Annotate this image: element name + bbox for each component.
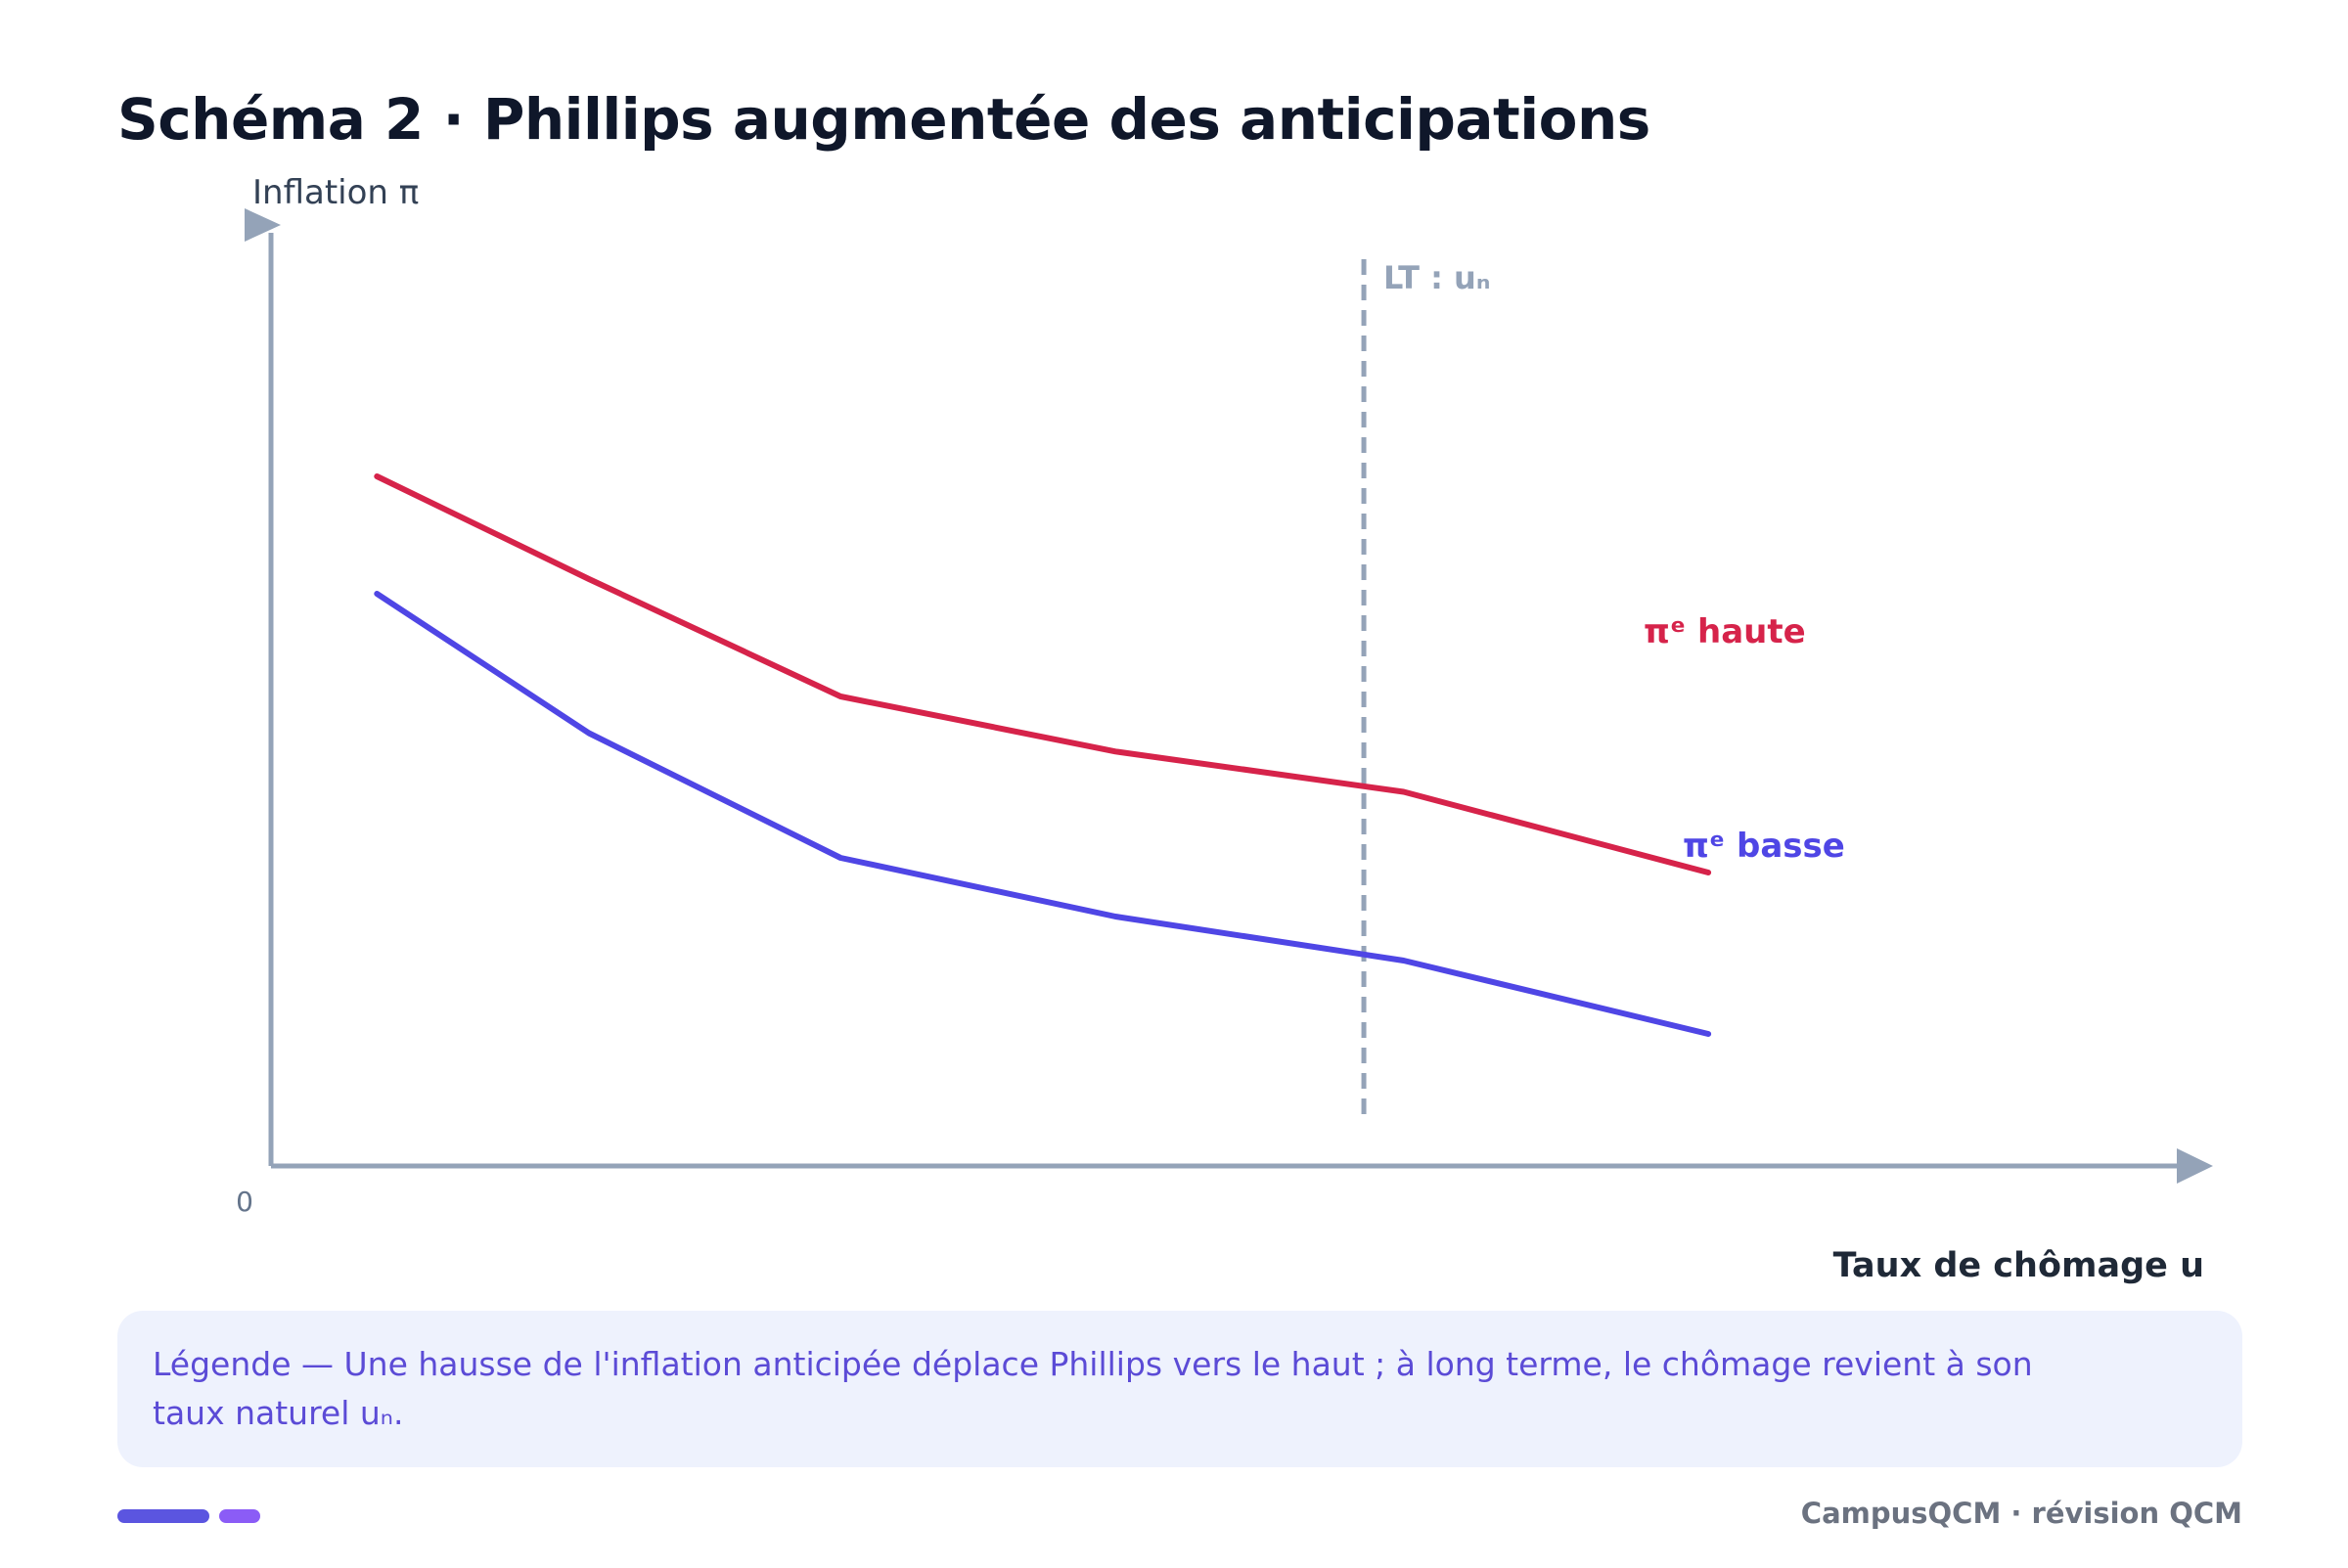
long-run-label: LT : uₙ	[1383, 259, 1490, 296]
y-axis-label: Inflation π	[252, 173, 419, 212]
footer-brand: CampusQCM · révision QCM	[1800, 1497, 2242, 1530]
legend-text: Légende — Une hausse de l'inflation anti…	[153, 1345, 2033, 1432]
legend-box: Légende — Une hausse de l'inflation anti…	[117, 1311, 2242, 1467]
x-axis-label: Taux de chômage u	[1833, 1246, 2204, 1285]
y-axis-arrow-icon	[245, 208, 281, 242]
origin-label: 0	[236, 1186, 253, 1218]
series-line-0	[374, 473, 1712, 875]
progress-pill-primary	[117, 1509, 209, 1523]
phillips-chart: Inflation π Taux de chômage u 0 LT : uₙ πᵉ h…	[236, 173, 2213, 1285]
page-title: Schéma 2 · Phillips augmentée des antici…	[117, 86, 1650, 153]
series-line-1	[374, 591, 1712, 1037]
progress-pill-secondary	[219, 1509, 260, 1523]
x-axis-arrow-icon	[2177, 1148, 2213, 1184]
series-label-high: πᵉ haute	[1644, 612, 1806, 651]
series-label-low: πᵉ basse	[1683, 827, 1845, 866]
